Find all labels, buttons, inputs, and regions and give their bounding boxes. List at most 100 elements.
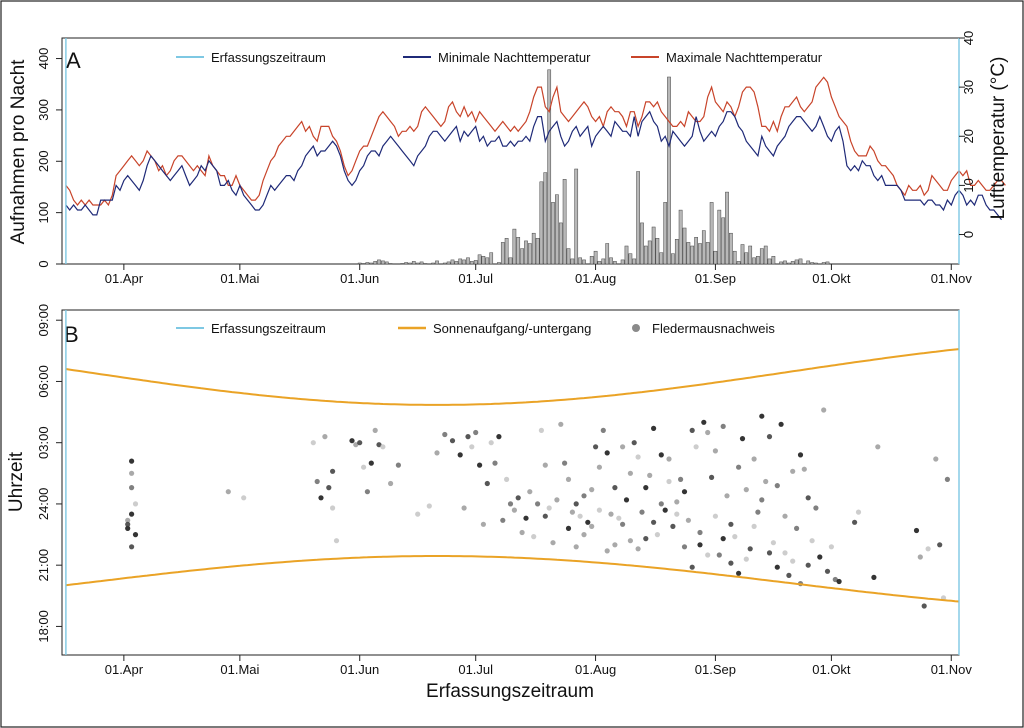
recording-bar xyxy=(377,259,381,265)
recording-bar xyxy=(504,238,509,265)
detection-point xyxy=(674,511,680,517)
detection-point xyxy=(322,434,328,440)
recording-bar xyxy=(388,263,393,265)
detection-point xyxy=(515,495,521,501)
detection-point xyxy=(314,478,320,485)
left-tick-label: 0 xyxy=(36,260,51,267)
detection-point xyxy=(612,542,618,548)
panel-a-temperature-lines xyxy=(65,76,1006,221)
detection-point xyxy=(496,434,502,440)
right-tick-label: 0 xyxy=(961,231,976,238)
detection-point xyxy=(129,470,135,476)
panel-a-x-axis: 01.Apr 01.Mai 01.Jun 01.Jul 01.Aug 01.Sep 01.O… xyxy=(105,264,972,286)
detection-point xyxy=(573,544,579,550)
detection-point xyxy=(368,460,374,466)
detection-point xyxy=(581,493,587,499)
recording-bar xyxy=(435,260,439,265)
recording-bar xyxy=(442,262,447,265)
recording-bar xyxy=(628,253,633,265)
recording-bar xyxy=(725,191,729,265)
recording-bar xyxy=(806,260,811,265)
recording-bar xyxy=(365,262,370,265)
detection-point xyxy=(821,407,827,413)
recording-bar xyxy=(450,259,455,265)
detection-point xyxy=(875,444,881,450)
recording-bar xyxy=(524,240,528,265)
panel-a-bars xyxy=(357,69,830,265)
recording-bar xyxy=(558,222,563,265)
detection-point xyxy=(778,421,784,427)
recording-bar xyxy=(779,261,783,265)
recording-bar xyxy=(481,256,486,265)
panel-a-letter: A xyxy=(66,48,81,73)
detection-point xyxy=(542,513,548,519)
detection-point xyxy=(608,511,614,517)
recording-bar xyxy=(381,260,385,265)
detection-point xyxy=(388,480,394,487)
recording-bar xyxy=(705,242,710,265)
recording-bar xyxy=(466,257,470,265)
detection-point xyxy=(469,444,475,450)
y-tick-label: 03:00 xyxy=(36,426,51,459)
detection-point xyxy=(531,534,537,540)
recording-bar xyxy=(508,257,513,265)
detection-point xyxy=(709,474,715,480)
recording-bar xyxy=(748,245,753,265)
detection-point xyxy=(739,436,746,442)
recording-bar xyxy=(682,227,687,265)
legend-a-survey-label: Erfassungszeitraum xyxy=(211,50,326,65)
detection-point xyxy=(751,456,757,462)
x-tick-label: 01.Aug xyxy=(575,271,616,286)
detection-point xyxy=(129,485,135,491)
recording-bar xyxy=(798,258,803,265)
recording-bar xyxy=(729,232,733,265)
x-tick-label: 01.Mai xyxy=(220,662,259,677)
recording-bar xyxy=(562,179,567,265)
panel-b-survey-lines xyxy=(65,310,960,655)
recording-bar xyxy=(709,202,714,265)
right-tick-label: 30 xyxy=(961,80,976,94)
x-tick-label: 01.Okt xyxy=(812,271,851,286)
panel-b-sun-curves xyxy=(65,348,960,603)
recording-bar xyxy=(794,259,799,265)
detection-point xyxy=(658,452,664,458)
recording-bar xyxy=(361,263,366,265)
left-tick-label: 200 xyxy=(36,150,51,172)
detection-point xyxy=(666,478,672,485)
recording-bar xyxy=(790,261,795,265)
detection-point xyxy=(125,525,131,532)
detection-point xyxy=(554,497,560,503)
detection-point xyxy=(357,440,363,446)
detection-point xyxy=(786,572,792,579)
detection-point xyxy=(651,425,657,431)
detection-point xyxy=(465,434,471,440)
detection-point xyxy=(639,509,645,515)
detection-point xyxy=(333,538,340,544)
recording-bar xyxy=(601,258,606,265)
detection-point xyxy=(623,497,630,503)
detection-point xyxy=(380,444,386,450)
detection-point xyxy=(678,476,684,482)
recording-bar xyxy=(423,263,428,265)
detection-point xyxy=(129,544,135,550)
detection-point xyxy=(593,444,599,450)
recording-bar xyxy=(767,258,772,265)
min-temperature-line xyxy=(65,110,1002,221)
detection-point xyxy=(670,523,676,530)
detection-point xyxy=(627,470,634,476)
detection-point xyxy=(658,501,664,507)
detection-point xyxy=(944,476,951,482)
sunset-curve xyxy=(65,555,960,603)
detection-point xyxy=(662,507,668,513)
detection-point xyxy=(577,513,583,519)
recording-bar xyxy=(698,243,702,265)
detection-point xyxy=(538,427,545,433)
detection-point xyxy=(774,483,780,489)
detection-point xyxy=(527,489,533,495)
legend-a-min-temp-label: Minimale Nachttemperatur xyxy=(438,50,591,65)
detection-point xyxy=(511,507,517,513)
detection-point xyxy=(871,574,877,581)
sunrise-curve xyxy=(65,348,960,406)
x-tick-label: 01.Jul xyxy=(458,662,493,677)
recording-bar xyxy=(500,242,505,265)
